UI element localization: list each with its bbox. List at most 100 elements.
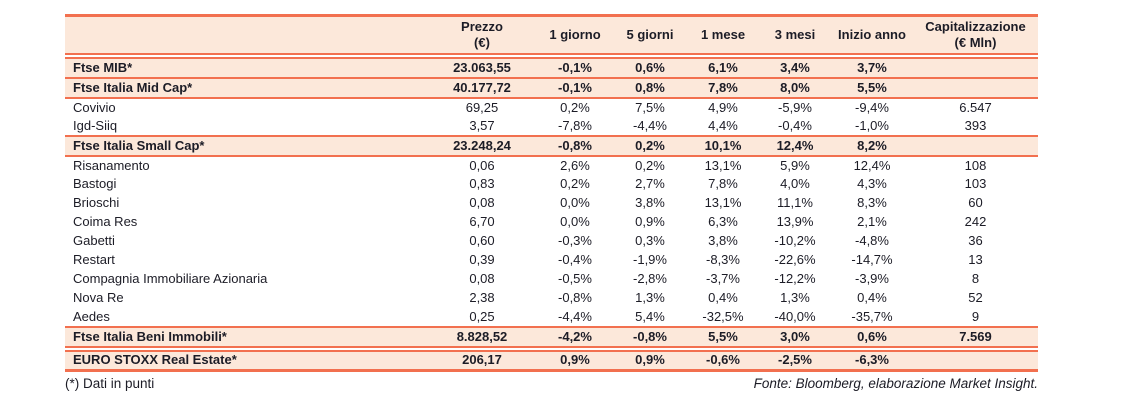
row-label: Ftse Italia Beni Immobili* — [73, 328, 227, 344]
cell-capitalizzazione: 13 — [968, 252, 983, 268]
cell-prezzo: 0,83 — [469, 176, 495, 192]
cell-3-mesi: -5,9% — [778, 99, 812, 115]
column-header-prezzo: Prezzo (€) — [461, 19, 503, 50]
cell-inizio-anno: 0,6% — [857, 328, 887, 344]
row-label: Coima Res — [73, 214, 138, 230]
cell-prezzo: 6,70 — [469, 214, 495, 230]
cell-1-mese: 13,1% — [704, 157, 742, 173]
column-header-inizio-anno: Inizio anno — [838, 26, 906, 42]
cell-3-mesi: 3,4% — [780, 59, 810, 75]
cell-1-giorno: -4,4% — [558, 308, 592, 324]
cell-capitalizzazione: 108 — [964, 157, 987, 173]
cell-5-giorni: -1,9% — [633, 252, 667, 268]
cell-1-mese: 5,5% — [708, 328, 738, 344]
cell-1-mese: 4,9% — [708, 99, 738, 115]
cell-capitalizzazione — [913, 136, 1038, 156]
cell-3-mesi: -2,5% — [778, 352, 812, 368]
column-header-name — [65, 16, 427, 54]
cell-5-giorni: 0,9% — [635, 214, 665, 230]
column-header-capitalizzazione: Capitalizzazione (€ Mln) — [925, 19, 1026, 50]
table-row: Nova Re 2,38 -0,8% 1,3% 0,4% 1,3% 0,4% 52 — [65, 288, 1038, 308]
cell-capitalizzazione — [913, 351, 1038, 371]
table-row: Bastogi 0,83 0,2% 2,7% 7,8% 4,0% 4,3% 103 — [65, 174, 1038, 194]
cell-3-mesi: 13,9% — [776, 214, 814, 230]
table-row: Gabetti 0,60 -0,3% 0,3% 3,8% -10,2% -4,8% 36 — [65, 231, 1038, 251]
cell-3-mesi: 3,0% — [780, 328, 810, 344]
cell-1-mese: -32,5% — [702, 308, 744, 324]
table-row: Aedes 0,25 -4,4% 5,4% -32,5% -40,0% -35,7% 9 — [65, 307, 1038, 327]
cell-1-giorno: 0,9% — [560, 352, 590, 368]
cell-prezzo: 206,17 — [462, 352, 502, 368]
cell-prezzo: 0,25 — [469, 308, 495, 324]
table-row: Brioschi 0,08 0,0% 3,8% 13,1% 11,1% 8,3% 60 — [65, 193, 1038, 213]
cell-capitalizzazione: 60 — [968, 195, 983, 211]
table-row: Igd-Siiq 3,57 -7,8% -4,4% 4,4% -0,4% -1,0% 393 — [65, 116, 1038, 136]
footnote: (*) Dati in punti — [65, 376, 155, 391]
cell-inizio-anno: 2,1% — [857, 214, 887, 230]
cell-inizio-anno: 8,2% — [857, 137, 887, 153]
row-label: Gabetti — [73, 233, 115, 249]
cell-5-giorni: 0,6% — [635, 59, 665, 75]
cell-capitalizzazione: 393 — [964, 117, 987, 133]
section-spacer — [65, 346, 1038, 351]
cell-3-mesi: -12,2% — [774, 271, 816, 287]
table-body: Ftse MIB* 23.063,55 -0,1% 0,6% 6,1% 3,4% 3,7% F… — [65, 53, 1038, 371]
cell-1-mese: 4,4% — [708, 117, 738, 133]
row-label: Compagnia Immobiliare Azionaria — [73, 271, 268, 287]
table-row: Compagnia Immobiliare Azionaria 0,08 -0,5%… — [65, 269, 1038, 289]
cell-inizio-anno: -1,0% — [855, 117, 889, 133]
cell-capitalizzazione: 6.547 — [959, 99, 992, 115]
header-row: Prezzo (€) 1 giorno 5 giorni 1 mese 3 mesi Ini… — [65, 15, 1038, 54]
cell-1-mese: 10,1% — [704, 137, 742, 153]
row-label: Nova Re — [73, 290, 124, 306]
row-label: Restart — [73, 252, 115, 268]
cell-1-giorno: 0,0% — [560, 214, 590, 230]
cell-3-mesi: 5,9% — [780, 157, 810, 173]
cell-prezzo: 0,06 — [469, 157, 495, 173]
table-footer: (*) Dati in punti Fonte: Bloomberg, elab… — [65, 376, 1038, 391]
cell-inizio-anno: 3,7% — [857, 59, 887, 75]
row-label: Risanamento — [73, 157, 150, 173]
cell-1-mese: 3,8% — [708, 233, 738, 249]
cell-prezzo: 23.248,24 — [453, 137, 511, 153]
page: Prezzo (€) 1 giorno 5 giorni 1 mese 3 mesi Ini… — [65, 15, 1038, 391]
cell-1-giorno: 0,0% — [560, 195, 590, 211]
cell-1-mese: 0,4% — [708, 290, 738, 306]
cell-3-mesi: -40,0% — [774, 308, 816, 324]
cell-3-mesi: 4,0% — [780, 176, 810, 192]
cell-prezzo: 69,25 — [465, 99, 499, 115]
cell-5-giorni: 0,9% — [635, 352, 665, 368]
cell-1-mese: -8,3% — [706, 252, 740, 268]
cell-capitalizzazione: 8 — [971, 271, 980, 287]
row-label: Ftse Italia Mid Cap* — [73, 79, 193, 95]
column-header-3-mesi: 3 mesi — [774, 26, 816, 42]
cell-3-mesi: 1,3% — [780, 290, 810, 306]
cell-inizio-anno: -14,7% — [851, 252, 893, 268]
cell-capitalizzazione — [913, 58, 1038, 78]
column-header-5-giorni: 5 giorni — [626, 26, 674, 42]
cell-5-giorni: 1,3% — [635, 290, 665, 306]
cell-5-giorni: -0,8% — [633, 328, 667, 344]
cell-5-giorni: 0,3% — [635, 233, 665, 249]
cell-1-giorno: -0,5% — [558, 271, 592, 287]
cell-prezzo: 0,39 — [469, 252, 495, 268]
column-header-1-mese: 1 mese — [700, 26, 746, 42]
source-note: Fonte: Bloomberg, elaborazione Market In… — [753, 376, 1038, 391]
cell-1-giorno: -4,2% — [558, 328, 592, 344]
cell-1-giorno: -0,8% — [558, 290, 592, 306]
table-row: Covivio 69,25 0,2% 7,5% 4,9% -5,9% -9,4% 6.547 — [65, 97, 1038, 117]
table-row: Ftse Italia Beni Immobili* 8.828,52 -4,2% -… — [65, 326, 1038, 347]
cell-prezzo: 3,57 — [469, 117, 495, 133]
row-label: Brioschi — [73, 195, 120, 211]
table-row: Restart 0,39 -0,4% -1,9% -8,3% -22,6% -14,7% 13 — [65, 250, 1038, 270]
cell-5-giorni: 7,5% — [635, 99, 665, 115]
cell-1-giorno: 0,2% — [560, 99, 590, 115]
row-label: Aedes — [73, 308, 110, 324]
cell-capitalizzazione: 9 — [971, 308, 980, 324]
cell-prezzo: 0,08 — [469, 195, 495, 211]
cell-prezzo: 2,38 — [469, 290, 495, 306]
cell-1-mese: 13,1% — [704, 195, 742, 211]
cell-1-giorno: -0,1% — [558, 59, 592, 75]
cell-1-mese: 6,3% — [708, 214, 738, 230]
row-label: Ftse Italia Small Cap* — [73, 137, 205, 153]
